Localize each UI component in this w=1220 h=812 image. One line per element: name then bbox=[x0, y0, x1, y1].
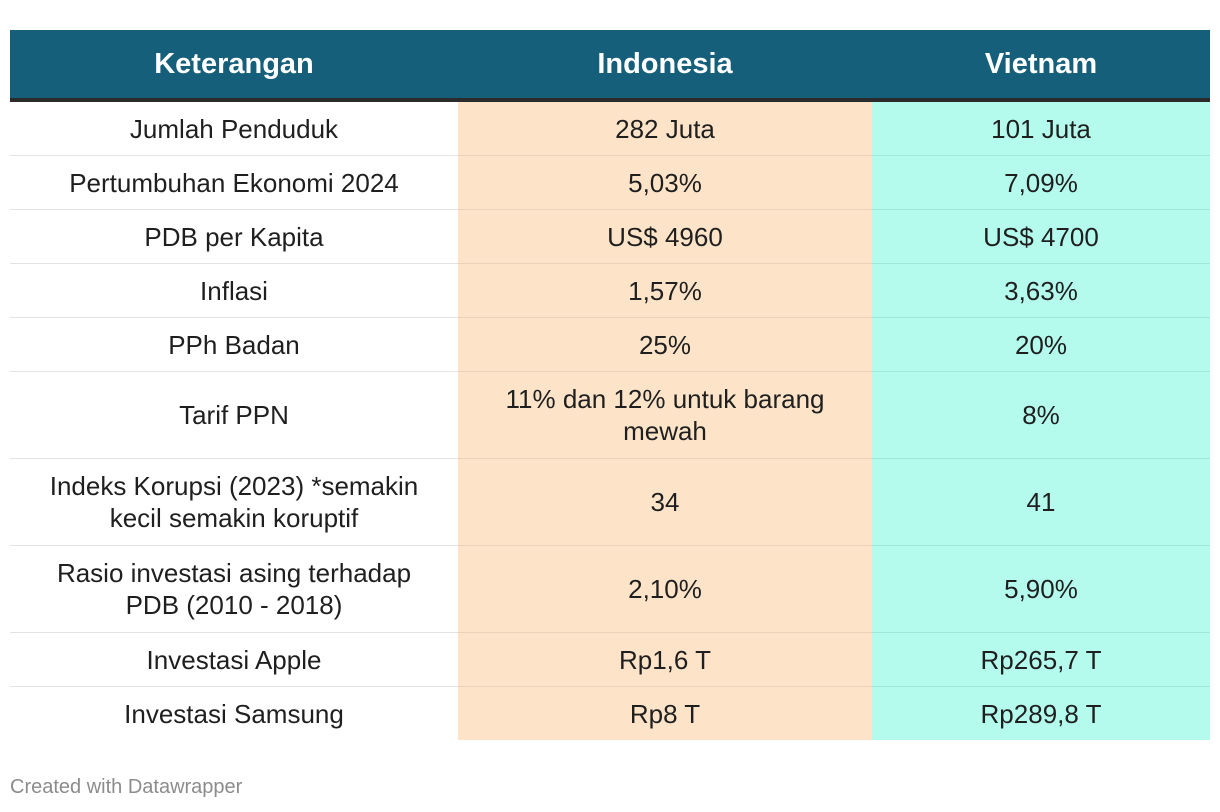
vietnam-cell: 7,09% bbox=[872, 155, 1210, 210]
row-label: PPh Badan bbox=[10, 317, 458, 372]
vietnam-cell: Rp265,7 T bbox=[872, 632, 1210, 687]
vietnam-cell: 101 Juta bbox=[872, 100, 1210, 156]
indonesia-cell: Rp8 T bbox=[458, 686, 872, 740]
header-keterangan: Keterangan bbox=[10, 30, 458, 102]
indonesia-cell: 282 Juta bbox=[458, 100, 872, 156]
row-label: Tarif PPN bbox=[10, 371, 458, 459]
row-label: PDB per Kapita bbox=[10, 209, 458, 264]
indonesia-cell: Rp1,6 T bbox=[458, 632, 872, 687]
row-label: Pertumbuhan Ekonomi 2024 bbox=[10, 155, 458, 210]
table-row: Indeks Korupsi (2023) *semakin kecil sem… bbox=[10, 458, 1210, 546]
row-label: Investasi Samsung bbox=[124, 698, 344, 729]
vietnam-cell: 20% bbox=[872, 317, 1210, 372]
datawrapper-credit: Created with Datawrapper bbox=[10, 776, 243, 798]
comparison-table: Keterangan Indonesia Vietnam Jumlah Pend… bbox=[10, 30, 1210, 740]
row-label: Indeks Korupsi (2023) *semakin kecil sem… bbox=[10, 458, 458, 546]
table-row: Inflasi 1,57% 3,63% bbox=[10, 263, 1210, 318]
indonesia-cell: 2,10% bbox=[458, 545, 872, 633]
vietnam-cell: 8% bbox=[872, 371, 1210, 459]
table-row: PDB per Kapita US$ 4960 US$ 4700 bbox=[10, 209, 1210, 264]
header-indonesia: Indonesia bbox=[458, 30, 872, 102]
comparison-table-container: Keterangan Indonesia Vietnam Jumlah Pend… bbox=[10, 30, 1210, 740]
row-label: Investasi Apple bbox=[10, 632, 458, 687]
table-row: Investasi Samsung Rp8 T Rp289,8 T bbox=[10, 686, 1210, 740]
vietnam-cell: US$ 4700 bbox=[872, 209, 1210, 264]
indonesia-cell: 34 bbox=[458, 458, 872, 546]
table-row: Pertumbuhan Ekonomi 2024 5,03% 7,09% bbox=[10, 155, 1210, 210]
indonesia-cell: 1,57% bbox=[458, 263, 872, 318]
row-label: Inflasi bbox=[10, 263, 458, 318]
table-header-row: Keterangan Indonesia Vietnam bbox=[10, 30, 1210, 102]
vietnam-cell: Rp289,8 T bbox=[872, 686, 1210, 740]
table-row: Rasio investasi asing terhadap PDB (2010… bbox=[10, 545, 1210, 633]
vietnam-cell: 41 bbox=[872, 458, 1210, 546]
row-label: Jumlah Penduduk bbox=[10, 100, 458, 156]
table-row: Tarif PPN 11% dan 12% untuk barang mewah… bbox=[10, 371, 1210, 459]
table-row: Investasi Apple Rp1,6 T Rp265,7 T bbox=[10, 632, 1210, 687]
indonesia-cell: 11% dan 12% untuk barang mewah bbox=[458, 371, 872, 459]
table-row: PPh Badan 25% 20% bbox=[10, 317, 1210, 372]
vietnam-cell: 5,90% bbox=[872, 545, 1210, 633]
header-vietnam: Vietnam bbox=[872, 30, 1210, 102]
indonesia-cell: US$ 4960 bbox=[458, 209, 872, 264]
indonesia-cell: 5,03% bbox=[458, 155, 872, 210]
table-row: Jumlah Penduduk 282 Juta 101 Juta bbox=[10, 100, 1210, 156]
row-label: Rasio investasi asing terhadap PDB (2010… bbox=[10, 545, 458, 633]
indonesia-cell: 25% bbox=[458, 317, 872, 372]
vietnam-cell: 3,63% bbox=[872, 263, 1210, 318]
